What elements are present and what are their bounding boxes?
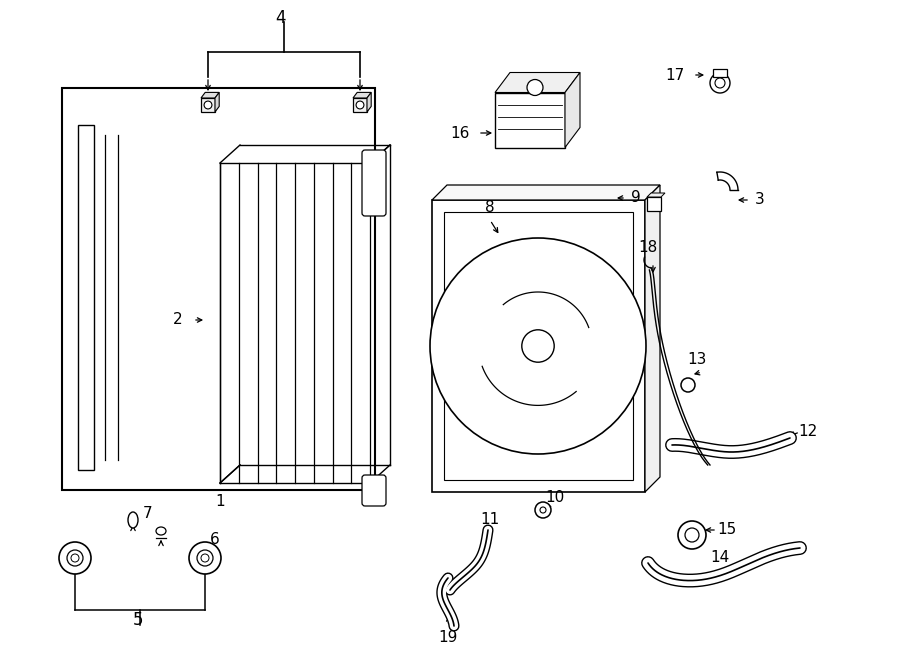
Circle shape (204, 101, 212, 109)
Polygon shape (645, 185, 660, 492)
Text: 15: 15 (717, 522, 736, 537)
Circle shape (681, 378, 695, 392)
Text: 4: 4 (274, 9, 285, 27)
Circle shape (678, 521, 706, 549)
Polygon shape (647, 193, 665, 197)
Text: 9: 9 (631, 190, 641, 206)
Circle shape (71, 554, 79, 562)
Text: 5: 5 (133, 611, 143, 629)
Ellipse shape (128, 512, 138, 528)
Circle shape (685, 528, 699, 542)
Polygon shape (215, 93, 220, 112)
Circle shape (59, 542, 91, 574)
Circle shape (356, 101, 364, 109)
Circle shape (522, 330, 554, 362)
Text: 17: 17 (665, 67, 685, 83)
Text: 11: 11 (481, 512, 500, 527)
Text: 13: 13 (688, 352, 706, 368)
Bar (353, 98, 367, 112)
Text: 19: 19 (438, 631, 458, 646)
Text: 3: 3 (755, 192, 765, 208)
Polygon shape (367, 93, 371, 112)
Bar (647, 197, 661, 211)
Bar (495, 93, 565, 147)
FancyBboxPatch shape (362, 150, 386, 216)
Circle shape (197, 550, 213, 566)
Polygon shape (565, 73, 580, 147)
Text: 12: 12 (798, 424, 817, 440)
Circle shape (715, 78, 725, 88)
Circle shape (527, 79, 543, 95)
Circle shape (430, 238, 646, 454)
Bar (432, 200, 645, 492)
Bar (201, 98, 215, 112)
Circle shape (201, 554, 209, 562)
Circle shape (540, 507, 546, 513)
Polygon shape (432, 185, 660, 200)
Text: 7: 7 (143, 506, 153, 520)
Text: 16: 16 (450, 126, 470, 141)
Circle shape (535, 502, 551, 518)
Circle shape (67, 550, 83, 566)
Bar (78, 125, 94, 470)
Bar (62, 88, 375, 490)
Ellipse shape (156, 527, 166, 535)
FancyBboxPatch shape (362, 475, 386, 506)
Text: 18: 18 (638, 241, 658, 256)
Text: 8: 8 (485, 200, 495, 215)
Circle shape (710, 73, 730, 93)
Polygon shape (201, 93, 220, 98)
Text: 10: 10 (545, 490, 564, 506)
Bar (713, 69, 727, 77)
Circle shape (189, 542, 221, 574)
Text: 2: 2 (173, 313, 183, 327)
Polygon shape (353, 93, 371, 98)
Text: 14: 14 (710, 551, 730, 566)
Text: 6: 6 (210, 533, 220, 547)
Bar (444, 212, 633, 480)
Text: 1: 1 (215, 494, 225, 510)
Polygon shape (495, 73, 580, 93)
